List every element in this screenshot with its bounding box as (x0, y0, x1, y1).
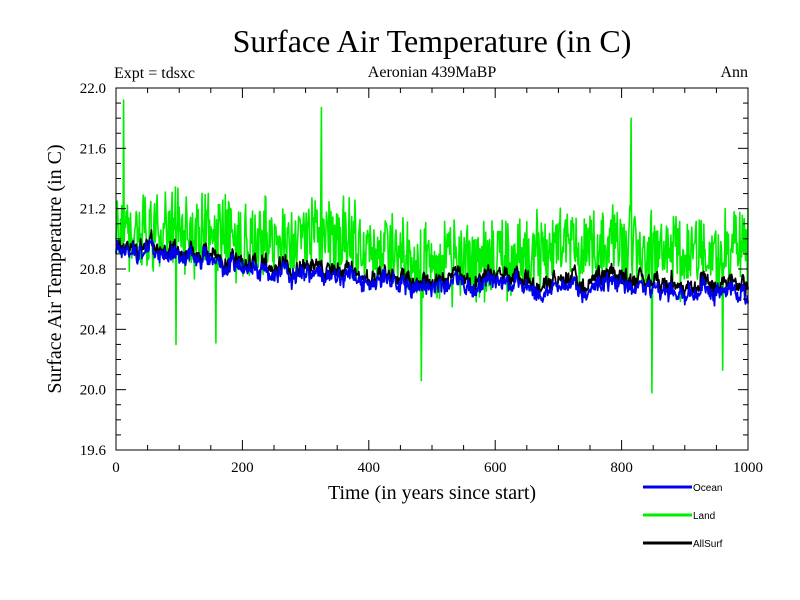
series-line-land (115, 99, 749, 394)
legend-label-allsurf: AllSurf (693, 539, 723, 550)
chart-title: Surface Air Temperature (in C) (233, 23, 632, 59)
legend-label-ocean: Ocean (693, 483, 722, 494)
legend-label-land: Land (693, 511, 715, 522)
series-line-ocean (115, 238, 749, 307)
y-tick-label: 20.8 (80, 262, 106, 278)
x-tick-label: 0 (112, 460, 120, 476)
y-tick-label: 22.0 (80, 81, 106, 97)
series-layer (115, 99, 749, 394)
tick-layer: 0 200 400 600 800 1000 19.6 20.0 20.4 20.8 21.2 21.… (80, 81, 763, 476)
plot-frame (115, 87, 749, 451)
y-tick-label: 21.6 (80, 141, 107, 157)
x-tick-label: 800 (610, 460, 633, 476)
legend: Ocean Land AllSurf (643, 483, 723, 550)
x-tick-label: 1000 (733, 460, 763, 476)
y-tick-label: 20.4 (80, 322, 107, 338)
x-axis-label: Time (in years since start) (328, 482, 536, 504)
x-tick-label: 200 (231, 460, 254, 476)
season-label: Ann (720, 64, 748, 81)
expt-label: Expt = tdsxc (114, 65, 195, 82)
y-tick-label: 20.0 (80, 383, 106, 399)
y-tick-label: 19.6 (80, 443, 107, 459)
period-label: Aeronian 439MaBP (368, 64, 497, 81)
y-tick-label: 21.2 (80, 202, 106, 218)
x-tick-label: 400 (358, 460, 381, 476)
x-tick-label: 600 (484, 460, 507, 476)
y-axis-label: Surface Air Temperature (in C) (44, 144, 66, 393)
